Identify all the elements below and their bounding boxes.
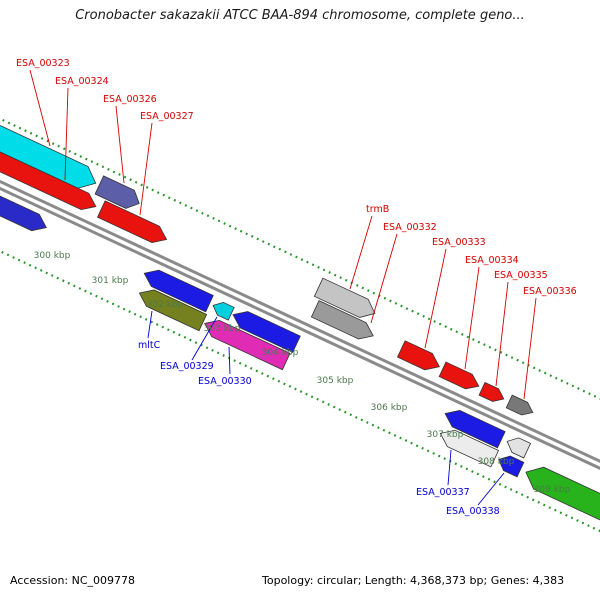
ruler-tick-label: 309 kbp [534, 485, 571, 495]
gene-arrow-ESA_00330[interactable] [201, 315, 291, 371]
ruler-tick-label: 305 kbp [317, 376, 354, 386]
backbone-line-bottom [0, 152, 600, 494]
status-bar: Accession: NC_009778 Topology: circular;… [0, 566, 600, 600]
gene-arrow-mltC[interactable] [136, 285, 208, 332]
gene-arrow-unlabeled-green[interactable] [521, 461, 600, 536]
gene-label-trmB[interactable]: trmB [366, 204, 389, 215]
gene-label-mltC[interactable]: mltC [138, 340, 161, 351]
leader-line [523, 297, 537, 400]
gene-arrow-ESA_00337[interactable] [436, 425, 500, 468]
ruler-tick-label: 308 kbp [478, 457, 515, 467]
leader-line [29, 69, 51, 147]
gene-label-ESA_00332[interactable]: ESA_00332 [383, 222, 437, 233]
gene-label-ESA_00326[interactable]: ESA_00326 [103, 94, 157, 105]
gene-label-ESA_00333[interactable]: ESA_00333 [432, 237, 486, 248]
ruler-dotted-line-bottom [0, 204, 600, 545]
gene-arrow-ESA_00326[interactable] [94, 175, 143, 213]
leader-line [424, 248, 447, 349]
ruler-tick-label: 301 kbp [92, 276, 129, 286]
gene-arrow-ESA_00329[interactable] [210, 299, 235, 321]
genome-title: Cronobacter sakazakii ATCC BAA-894 chrom… [75, 8, 525, 23]
ruler-tick-label: 302 kbp [147, 300, 184, 310]
backbone-line-top [0, 146, 600, 488]
leader-line [191, 316, 218, 361]
gene-arrow-ESA_00333[interactable] [396, 340, 444, 375]
gene-label-ESA_00336[interactable]: ESA_00336 [523, 286, 577, 297]
leader-line [495, 281, 509, 387]
gene-label-ESA_00329[interactable]: ESA_00329 [160, 361, 214, 372]
leader-line [477, 472, 505, 506]
leader-line [447, 449, 452, 486]
ruler-tick-label: 300 kbp [34, 251, 71, 261]
status-accession: Accession: NC_009778 [10, 574, 136, 587]
gene-arrow-ESA_00334[interactable] [438, 361, 482, 393]
gene-label-ESA_00334[interactable]: ESA_00334 [465, 255, 519, 266]
gene-arrow-ESA_00338[interactable] [495, 452, 525, 478]
gene-arrow-unlabeled-navy[interactable] [0, 168, 50, 236]
leader-line [147, 310, 153, 339]
gene-label-ESA_00337[interactable]: ESA_00337 [416, 487, 470, 498]
gene-label-ESA_00335[interactable]: ESA_00335 [494, 270, 548, 281]
leader-line [370, 233, 398, 324]
gene-label-ESA_00324[interactable]: ESA_00324 [55, 76, 109, 87]
ruler-tick-label: 303 kbp [204, 324, 241, 334]
gene-arrow-ESA_00332[interactable] [310, 300, 377, 344]
gene-arrow-trmB[interactable] [313, 277, 379, 322]
gene-arrow-ESA_00336[interactable] [505, 394, 535, 419]
gene-arrow-unlabeled-blue-1[interactable] [140, 265, 214, 313]
ruler-tick-label: 307 kbp [427, 430, 464, 440]
gene-arrow-ESA_00323[interactable] [0, 110, 101, 194]
gene-arrow-ESA_00327[interactable] [96, 200, 171, 248]
gene-label-ESA_00338[interactable]: ESA_00338 [446, 506, 500, 517]
gene-arrow-unlabeled-blue-3[interactable] [441, 405, 506, 449]
gene-label-ESA_00330[interactable]: ESA_00330 [198, 376, 252, 387]
gene-label-ESA_00327[interactable]: ESA_00327 [140, 111, 194, 122]
gene-arrow-unlabeled-white[interactable] [504, 434, 532, 459]
ruler-tick-label: 306 kbp [371, 403, 408, 413]
gene-arrow-ESA_00335[interactable] [478, 381, 507, 405]
gene-arrow-unlabeled-blue-2[interactable] [229, 306, 301, 353]
ruler-tick-label: 304 kbp [262, 348, 299, 358]
gene-label-ESA_00323[interactable]: ESA_00323 [16, 58, 70, 69]
leader-line [64, 87, 69, 181]
status-summary: Topology: circular; Length: 4,368,373 bp… [262, 574, 565, 587]
leader-line [115, 105, 125, 184]
ruler-dotted-line-top [0, 95, 600, 436]
leader-line [464, 266, 480, 370]
leader-line [228, 346, 231, 375]
leader-line [139, 122, 153, 216]
gene-arrow-ESA_00324[interactable] [0, 131, 100, 214]
leader-line [349, 215, 373, 290]
